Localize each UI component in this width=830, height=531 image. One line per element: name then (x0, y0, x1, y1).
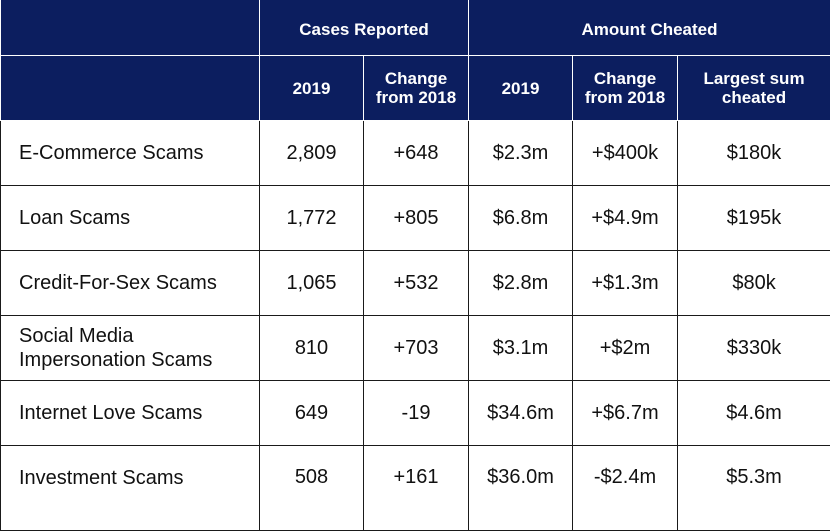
table-row: Credit-For-Sex Scams 1,065 +532 $2.8m +$… (1, 251, 830, 316)
cell-amount-2019: $2.8m (469, 251, 573, 316)
cell-amount-2019: $2.3m (469, 121, 573, 186)
cell-largest-sum: $195k (678, 186, 830, 251)
column-header-amount-change: Change from 2018 (573, 56, 678, 121)
row-category: Loan Scams (1, 186, 260, 251)
table-row: E-Commerce Scams 2,809 +648 $2.3m +$400k… (1, 121, 830, 186)
cell-amount-change: +$4.9m (573, 186, 678, 251)
column-header-cases-2019: 2019 (260, 56, 364, 121)
table-row: Social Media Impersonation Scams 810 +70… (1, 316, 830, 381)
cell-amount-change: +$1.3m (573, 251, 678, 316)
cell-largest-sum: $330k (678, 316, 830, 381)
cell-largest-sum: $80k (678, 251, 830, 316)
group-header-cases-reported: Cases Reported (260, 0, 469, 56)
cell-amount-2019: $6.8m (469, 186, 573, 251)
cell-cases-change: +805 (364, 186, 469, 251)
cell-cases-change: +532 (364, 251, 469, 316)
column-header-cases-change: Change from 2018 (364, 56, 469, 121)
cell-cases-2019: 508 (260, 446, 364, 531)
cell-cases-2019: 649 (260, 381, 364, 446)
column-header-largest-sum: Largest sum cheated (678, 56, 830, 121)
group-header-amount-cheated: Amount Cheated (469, 0, 830, 56)
cell-largest-sum: $180k (678, 121, 830, 186)
cell-cases-change: -19 (364, 381, 469, 446)
row-category: E-Commerce Scams (1, 121, 260, 186)
cell-amount-2019: $36.0m (469, 446, 573, 531)
table-row: Investment Scams 508 +161 $36.0m -$2.4m … (1, 446, 830, 531)
column-header-row: 2019 Change from 2018 2019 Change from 2… (1, 56, 830, 121)
cell-amount-change: +$6.7m (573, 381, 678, 446)
cell-amount-2019: $34.6m (469, 381, 573, 446)
cell-largest-sum: $4.6m (678, 381, 830, 446)
column-header-amount-2019: 2019 (469, 56, 573, 121)
cell-cases-change: +648 (364, 121, 469, 186)
cell-cases-2019: 1,772 (260, 186, 364, 251)
table-row: Internet Love Scams 649 -19 $34.6m +$6.7… (1, 381, 830, 446)
cell-amount-change: +$400k (573, 121, 678, 186)
row-category: Internet Love Scams (1, 381, 260, 446)
cell-amount-2019: $3.1m (469, 316, 573, 381)
cell-cases-change: +161 (364, 446, 469, 531)
cell-cases-2019: 1,065 (260, 251, 364, 316)
cell-amount-change: +$2m (573, 316, 678, 381)
cell-largest-sum: $5.3m (678, 446, 830, 531)
cell-cases-2019: 2,809 (260, 121, 364, 186)
cell-cases-2019: 810 (260, 316, 364, 381)
category-header-cell (1, 56, 260, 121)
group-header-row: Cases Reported Amount Cheated (1, 0, 830, 56)
corner-header-cell (1, 0, 260, 56)
cell-cases-change: +703 (364, 316, 469, 381)
table-row: Loan Scams 1,772 +805 $6.8m +$4.9m $195k (1, 186, 830, 251)
row-category: Investment Scams (1, 446, 260, 531)
row-category: Social Media Impersonation Scams (1, 316, 260, 381)
row-category: Credit-For-Sex Scams (1, 251, 260, 316)
cell-amount-change: -$2.4m (573, 446, 678, 531)
